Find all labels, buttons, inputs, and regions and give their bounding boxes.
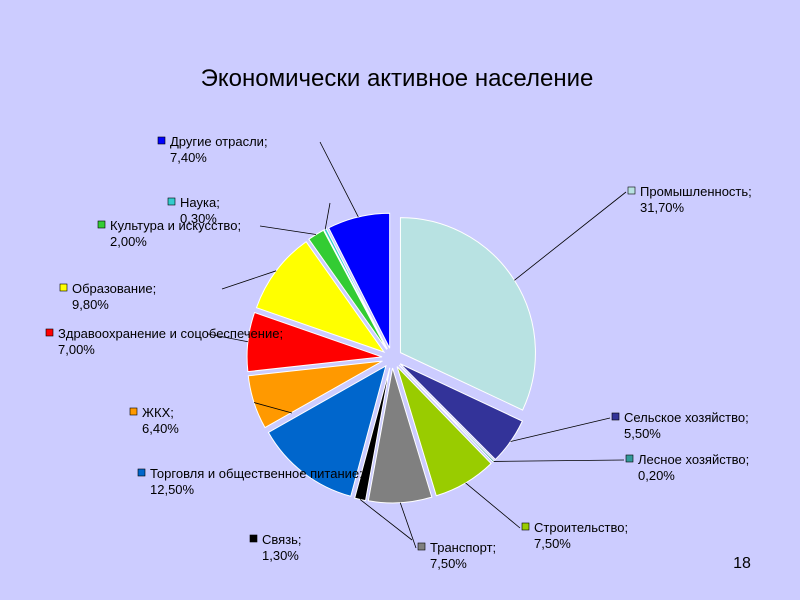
separator: ;	[493, 540, 497, 555]
separator: ;	[264, 134, 268, 149]
data-label: Строительство; 7,50%	[534, 520, 628, 551]
data-label: Сельское хозяйство; 5,50%	[624, 410, 749, 441]
value-label: 0,30%	[180, 211, 217, 226]
legend-marker	[625, 454, 634, 463]
leader-line	[510, 417, 611, 442]
value-label: 0,20%	[638, 468, 675, 483]
pie-slice	[399, 217, 536, 411]
legend-marker	[97, 220, 106, 229]
pie-slice	[323, 228, 388, 350]
legend-marker	[249, 534, 258, 543]
category-name: Строительство	[534, 520, 624, 535]
data-label: Наука; 0,30%	[180, 195, 220, 226]
leader-line	[221, 270, 277, 290]
legend-marker	[129, 407, 138, 416]
category-name: Транспорт	[430, 540, 493, 555]
category-name: Связь	[262, 532, 298, 547]
separator: ;	[746, 452, 750, 467]
legend-marker	[157, 136, 166, 145]
pie-slice	[255, 241, 386, 353]
pie-slice	[247, 360, 383, 429]
data-label: Культура и искусство; 2,00%	[110, 218, 241, 249]
leader-line	[319, 141, 359, 218]
data-label: ЖКХ; 6,40%	[142, 405, 179, 436]
separator: ;	[745, 410, 749, 425]
pie-slice	[267, 364, 387, 497]
legend-marker	[167, 197, 176, 206]
leader-line	[493, 459, 625, 462]
pie-slice	[399, 363, 524, 461]
category-name: Лесное хозяйство	[638, 452, 746, 467]
separator: ;	[359, 466, 363, 481]
leader-line	[259, 225, 317, 235]
category-name: Промышленность	[640, 184, 748, 199]
leader-line	[299, 472, 304, 475]
pie-slice	[396, 366, 492, 497]
pie-slice	[398, 364, 495, 463]
data-label: Здравоохранение и соцобеспечение; 7,00%	[58, 326, 283, 357]
separator: ;	[153, 281, 157, 296]
leader-line	[253, 402, 293, 414]
leader-line	[399, 502, 417, 549]
value-label: 7,40%	[170, 150, 207, 165]
separator: ;	[748, 184, 752, 199]
category-name: Сельское хозяйство	[624, 410, 745, 425]
value-label: 7,50%	[430, 556, 467, 571]
data-label: Транспорт; 7,50%	[430, 540, 496, 571]
pie-slice	[367, 367, 433, 504]
category-name: Другие отрасли	[170, 134, 264, 149]
separator: ;	[216, 195, 220, 210]
legend-marker	[417, 542, 426, 551]
data-label: Промышленность; 31,70%	[640, 184, 752, 215]
pie-slice	[327, 212, 391, 349]
leader-line	[207, 333, 248, 343]
data-label: Лесное хозяйство; 0,20%	[638, 452, 749, 483]
legend-marker	[611, 412, 620, 421]
category-name: Здравоохранение и соцобеспечение	[58, 326, 279, 341]
separator: ;	[279, 326, 283, 341]
value-label: 1,30%	[262, 548, 299, 563]
value-label: 6,40%	[142, 421, 179, 436]
value-label: 2,00%	[110, 234, 147, 249]
value-label: 5,50%	[624, 426, 661, 441]
category-name: Торговля и общественное питание	[150, 466, 359, 481]
separator: ;	[298, 532, 302, 547]
data-label: Образование; 9,80%	[72, 281, 156, 312]
data-label: Другие отрасли; 7,40%	[170, 134, 268, 165]
value-label: 12,50%	[150, 482, 195, 497]
category-name: Культура и искусство	[110, 218, 237, 233]
data-label: Торговля и общественное питание; 12,50%	[150, 466, 363, 497]
category-name: ЖКХ	[142, 405, 171, 420]
value-label: 9,80%	[72, 297, 109, 312]
leader-line	[359, 499, 413, 541]
leader-line	[514, 191, 627, 281]
data-label: Связь; 1,30%	[262, 532, 302, 563]
legend-marker	[627, 186, 636, 195]
value-label: 7,50%	[534, 536, 571, 551]
legend-marker	[59, 283, 68, 292]
legend-marker	[137, 468, 146, 477]
separator: ;	[624, 520, 628, 535]
leader-line	[324, 202, 331, 230]
leader-line	[465, 482, 521, 529]
separator: ;	[170, 405, 174, 420]
value-label: 7,00%	[58, 342, 95, 357]
category-name: Наука	[180, 195, 217, 210]
legend-marker	[45, 328, 54, 337]
separator: ;	[237, 218, 241, 233]
chart-title: Экономически активное население	[201, 65, 594, 92]
category-name: Образование	[72, 281, 153, 296]
pie-slice	[308, 229, 388, 350]
legend-marker	[521, 522, 530, 531]
value-label: 31,70%	[640, 200, 685, 215]
pie-slice	[246, 311, 383, 373]
slide-number: 18	[733, 555, 751, 572]
